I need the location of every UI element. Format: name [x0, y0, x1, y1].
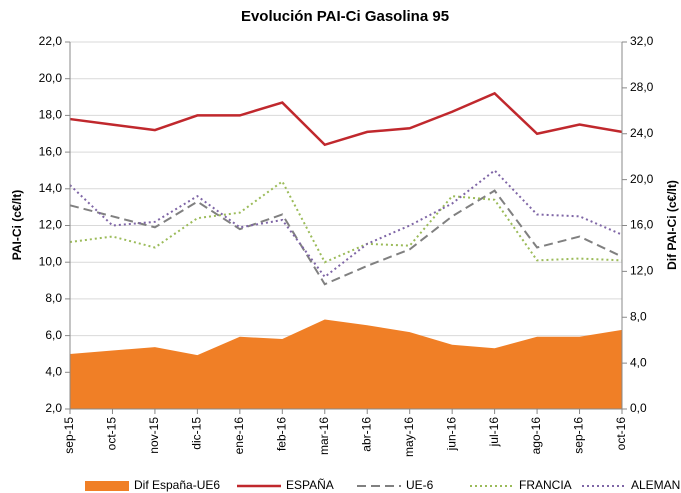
y-tick-label: 2,0: [45, 401, 62, 415]
y2-tick-label: 32,0: [630, 34, 654, 48]
line: [69, 179, 623, 264]
x-tick-label: sep-15: [62, 417, 76, 454]
y2-tick-label: 4,0: [630, 355, 647, 369]
legend-label: Dif España-UE6: [134, 478, 220, 492]
chart-title: Evolución PAI-Ci Gasolina 95: [241, 8, 449, 25]
y-tick-label: 16,0: [39, 144, 63, 158]
y2-tick-label: 28,0: [630, 80, 654, 94]
x-tick-label: jul-16: [487, 417, 501, 448]
y2-tick-label: 20,0: [630, 172, 654, 186]
legend-label: ALEMANIA: [631, 478, 681, 492]
y-tick-label: 8,0: [45, 291, 62, 305]
y-axis-label: PAI-Ci (c€/lt): [10, 190, 24, 260]
x-tick-label: feb-16: [274, 417, 288, 451]
line: [69, 189, 623, 286]
x-tick-label: jun-16: [444, 417, 458, 452]
legend-swatch: [85, 481, 129, 491]
x-tick-label: oct-15: [105, 417, 119, 451]
x-tick-label: abr-16: [359, 417, 373, 452]
x-tick-label: nov-15: [147, 417, 161, 454]
legend-label: FRANCIA: [519, 478, 572, 492]
legend-label: UE-6: [406, 478, 434, 492]
y-tick-label: 18,0: [39, 108, 63, 122]
x-tick-label: mar-16: [317, 417, 331, 455]
line: [69, 169, 623, 279]
legend-label: ESPAÑA: [286, 478, 334, 492]
y2-tick-label: 12,0: [630, 264, 654, 278]
x-tick-label: ene-16: [232, 417, 246, 455]
y-tick-label: 22,0: [39, 34, 63, 48]
y-tick-label: 10,0: [39, 254, 63, 268]
y2-tick-label: 24,0: [630, 126, 654, 140]
y2-tick-label: 8,0: [630, 309, 647, 323]
y-tick-label: 6,0: [45, 328, 62, 342]
y-tick-label: 20,0: [39, 71, 63, 85]
y2-tick-label: 0,0: [630, 401, 647, 415]
y2-axis-label: Dif PAI-Ci (c€/lt): [665, 180, 679, 270]
x-tick-label: dic-15: [190, 417, 204, 450]
x-tick-label: ago-16: [529, 417, 543, 455]
x-tick-label: may-16: [402, 417, 416, 457]
y-tick-label: 4,0: [45, 364, 62, 378]
area: [70, 319, 622, 409]
line: [69, 91, 623, 147]
x-tick-label: oct-16: [614, 417, 628, 451]
y2-tick-label: 16,0: [630, 218, 654, 232]
y-tick-label: 12,0: [39, 218, 63, 232]
y-tick-label: 14,0: [39, 181, 63, 195]
x-tick-label: sep-16: [572, 417, 586, 454]
